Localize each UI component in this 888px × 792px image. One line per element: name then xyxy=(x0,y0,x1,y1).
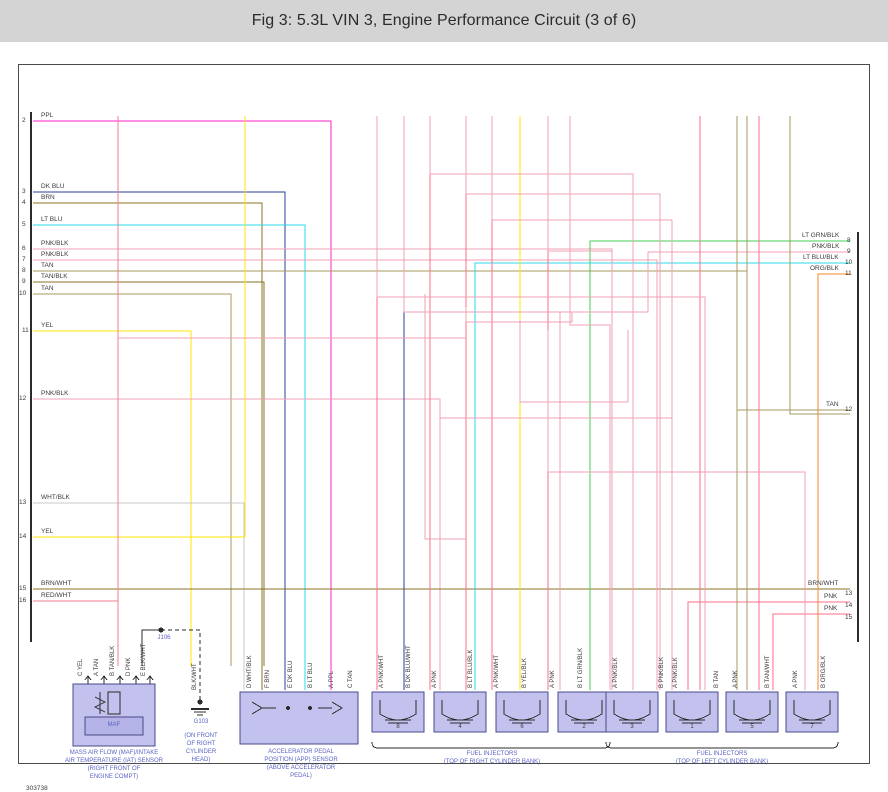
right-pin-number: 11 xyxy=(845,270,852,277)
left-pin-number: 7 xyxy=(22,256,26,263)
figure-header: Fig 3: 5.3L VIN 3, Engine Performance Ci… xyxy=(0,0,888,42)
left-pin-number: 15 xyxy=(19,585,27,592)
maf-pin-label: A TAN xyxy=(94,658,100,676)
left-pin-label: TAN/BLK xyxy=(41,273,68,280)
left-pin-label: BRN xyxy=(41,194,55,201)
left-pin-number: 3 xyxy=(22,188,26,195)
left-pin-number: 14 xyxy=(19,533,27,540)
injector-number: 3 xyxy=(630,724,634,730)
injector-number: 7 xyxy=(810,724,814,730)
right-pin-number: 8 xyxy=(847,237,851,244)
app-pin-label: B LT BLU xyxy=(308,662,314,688)
injector-number: 4 xyxy=(458,724,462,730)
diagram-id-number: 303738 xyxy=(26,785,48,792)
right-pin-label: PNK xyxy=(824,605,838,612)
injector-pin-label: A PNK xyxy=(550,670,556,688)
left-pin-number: 5 xyxy=(22,221,26,228)
maf-pin-label: E BLK/WHT xyxy=(141,643,147,676)
left-pin-label: TAN xyxy=(41,262,54,269)
right-pin-label: ORG/BLK xyxy=(810,265,839,272)
left-pin-label: YEL xyxy=(41,528,54,535)
right-pin-number: 10 xyxy=(845,259,853,266)
left-pin-number: 9 xyxy=(22,278,26,285)
injector-pin-label: B TAN/WHT xyxy=(765,655,771,688)
left-pin-label: RED/WHT xyxy=(41,592,72,599)
injector-pin-label: A PNK xyxy=(432,670,438,688)
app-pin-label: E DK BLU xyxy=(288,660,294,688)
maf-caption: MASS AIR FLOW (MAF)/INTAKE AIR TEMPERATU… xyxy=(64,750,163,781)
left-pin-label: DK BLU xyxy=(41,183,65,190)
injector-pin-label: A PNK/WHT xyxy=(494,654,500,688)
left-pin-label: LT BLU xyxy=(41,216,63,223)
left-pin-label: PNK/BLK xyxy=(41,251,69,258)
app-pin-label: A PPL xyxy=(329,670,335,688)
left-pin-number: 16 xyxy=(19,597,27,604)
maf-pin-label: B TAN/BLK xyxy=(110,645,116,676)
injector-pin-label: B LT GRN/BLK xyxy=(578,647,584,688)
left-pin-number: 8 xyxy=(22,267,26,274)
right-pin-label: PNK/BLK xyxy=(812,243,840,250)
ground-caption: (ON FRONT OF RIGHT CYLINDER HEAD) xyxy=(184,733,218,764)
injector-number: 8 xyxy=(396,724,400,730)
maf-pin-label: C YEL xyxy=(78,658,84,676)
left-pin-number: 10 xyxy=(19,290,27,297)
app-pin-label: D WHT/BLK xyxy=(247,655,253,688)
right-pin-number: 13 xyxy=(845,590,853,597)
left-pin-label: YEL xyxy=(41,322,54,329)
page-title: Fig 3: 5.3L VIN 3, Engine Performance Ci… xyxy=(251,12,637,29)
left-pin-label: TAN xyxy=(41,285,54,292)
app-pin-label: F BRN xyxy=(265,669,271,688)
left-pin-number: 12 xyxy=(19,395,27,402)
wiring-svg xyxy=(29,112,860,749)
injector-number: 5 xyxy=(750,724,754,730)
injector-pin-label: A PNK xyxy=(733,670,739,688)
right-pin-number: 15 xyxy=(845,614,853,621)
left-pin-number: 4 xyxy=(22,199,26,206)
right-pin-label: LT GRN/BLK xyxy=(802,232,840,239)
right-pin-number: 12 xyxy=(845,406,853,413)
app-pin-label: C TAN xyxy=(348,670,354,688)
left-pin-number: 2 xyxy=(22,117,26,124)
injector-pin-label: A PNK xyxy=(793,670,799,688)
injector-pin-label: B LT BLU/BLK xyxy=(468,649,474,688)
maf-device-label: MAF xyxy=(107,722,121,728)
diagram-frame xyxy=(18,64,870,764)
left-pin-number: 11 xyxy=(22,327,29,334)
diagram-stage: 2 PPL 3 DK BLU 4 BRN 5 LT BLU 6 PNK/BLK … xyxy=(0,42,888,792)
injector-number: 1 xyxy=(690,724,694,730)
left-pin-label: PNK/BLK xyxy=(41,240,69,247)
injector-number: 2 xyxy=(582,724,586,730)
right-pin-number: 14 xyxy=(845,602,853,609)
left-pin-number: 13 xyxy=(19,499,27,506)
left-pin-label: PNK/BLK xyxy=(41,390,69,397)
app-caption: ACCELERATOR PEDAL POSITION (APP) SENSOR … xyxy=(264,749,338,780)
splice-label-j106: J106 xyxy=(157,635,171,641)
right-pin-number: 9 xyxy=(847,248,851,255)
right-pin-label: TAN xyxy=(826,401,839,408)
ground-wire-label: BLK/WHT xyxy=(192,663,198,690)
right-pin-label: BRN/WHT xyxy=(808,580,839,587)
injector-pin-label: B ORG/BLK xyxy=(821,655,827,688)
injectors-left-caption: FUEL INJECTORS (TOP OF LEFT CYLINDER BAN… xyxy=(675,751,769,766)
injector-pin-label: B PNK/BLK xyxy=(659,656,665,688)
injector-pin-label: B DK BLU/WHT xyxy=(406,645,412,688)
injector-pin-label: A PNK/BLK xyxy=(673,657,679,688)
right-pin-label: LT BLU/BLK xyxy=(803,254,839,261)
injector-number: 6 xyxy=(520,724,524,730)
left-pin-label: WHT/BLK xyxy=(41,494,70,501)
injector-pin-label: B YEL/BLK xyxy=(522,658,528,688)
left-pin-label: BRN/WHT xyxy=(41,580,72,587)
ground-node-label: G103 xyxy=(193,719,209,725)
left-pin-label: PPL xyxy=(41,112,54,119)
left-pin-number: 6 xyxy=(22,245,26,252)
maf-pin-label: D PNK xyxy=(126,657,132,676)
injector-pin-label: A PNK/WHT xyxy=(379,654,385,688)
right-pin-label: PNK xyxy=(824,593,838,600)
injector-pin-label: B TAN xyxy=(714,670,720,688)
injectors-right-caption: FUEL INJECTORS (TOP OF RIGHT CYLINDER BA… xyxy=(443,751,541,766)
injector-pin-label: A PNK/BLK xyxy=(613,657,619,688)
